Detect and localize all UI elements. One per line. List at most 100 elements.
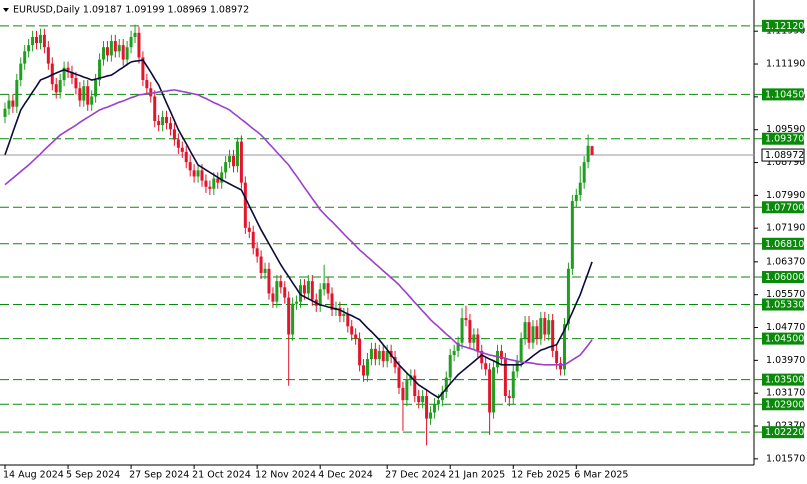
- candle-body: [551, 320, 555, 351]
- candle-body: [460, 318, 464, 343]
- candle-body: [425, 396, 429, 419]
- candle-body: [488, 369, 492, 413]
- candle-body: [523, 322, 527, 339]
- level-label: 1.12120: [765, 21, 804, 32]
- candle-body: [220, 172, 224, 183]
- candle-body: [472, 334, 476, 343]
- candle-body: [531, 326, 535, 343]
- candle-body: [283, 287, 287, 298]
- candle-body: [535, 326, 539, 339]
- candle-body: [586, 145, 590, 163]
- candle-body: [492, 367, 496, 413]
- candle-body: [310, 281, 314, 300]
- candle-body: [515, 361, 519, 372]
- candle-body: [141, 57, 145, 81]
- candle-body: [590, 146, 594, 156]
- level-label: 1.03500: [765, 375, 804, 386]
- candle-body: [440, 391, 444, 401]
- candle-body: [338, 307, 342, 317]
- candle-body: [192, 170, 196, 177]
- candle-body: [405, 379, 409, 401]
- candle-body: [397, 367, 401, 388]
- x-tick-label: 4 Dec 2024: [318, 470, 373, 481]
- candle-body: [137, 32, 141, 58]
- candle-body: [7, 100, 11, 109]
- level-label-box: [762, 201, 804, 214]
- level-label-box: [762, 88, 804, 101]
- level-label: 1.04500: [765, 334, 804, 345]
- candle-body: [559, 363, 563, 370]
- y-tick-label: 1.04770: [766, 322, 805, 333]
- candle-body: [31, 36, 35, 46]
- candle-body: [62, 67, 66, 81]
- candle-body: [574, 194, 578, 202]
- candle-body: [566, 268, 570, 325]
- candle-body: [302, 285, 306, 294]
- candle-body: [326, 283, 330, 294]
- x-tick-label: 27 Sep 2024: [129, 470, 189, 481]
- level-label-box: [762, 298, 804, 311]
- candle-body: [35, 36, 39, 44]
- candle-body: [46, 47, 50, 64]
- x-tick-label: 27 Dec 2024: [385, 470, 446, 481]
- candle-body: [98, 59, 102, 81]
- candle-body: [267, 268, 271, 294]
- candle-body: [365, 359, 369, 376]
- candle-body: [149, 88, 153, 97]
- candle-body: [401, 387, 405, 401]
- candle-body: [432, 404, 436, 413]
- candle-body: [19, 63, 23, 81]
- candle-body: [247, 227, 251, 232]
- candle-body: [358, 338, 362, 366]
- candle-body: [232, 155, 236, 167]
- candle-body: [562, 324, 566, 370]
- candle-body: [113, 41, 117, 52]
- candle-body: [23, 51, 27, 64]
- x-tick-label: 21 Oct 2024: [192, 470, 251, 481]
- candle-body: [295, 301, 299, 304]
- candle-body: [38, 34, 42, 44]
- candle-body: [102, 47, 105, 60]
- y-tick-label: 1.02370: [766, 421, 805, 432]
- x-tick-label: 5 Sep 2024: [66, 470, 120, 481]
- y-tick-label: 1.11190: [766, 59, 805, 70]
- candle-body: [421, 396, 425, 403]
- candle-body: [271, 293, 275, 302]
- moving-average: [4, 59, 593, 399]
- candle-body: [58, 80, 62, 93]
- candle-body: [436, 400, 440, 405]
- candle-body: [27, 45, 31, 52]
- candle-body: [543, 318, 547, 335]
- candle-body: [464, 318, 468, 321]
- candle-body: [468, 320, 472, 343]
- y-tick-label: 1.07190: [766, 223, 805, 234]
- candle-body: [330, 293, 334, 310]
- level-label: 1.05330: [765, 300, 804, 311]
- level-label: 1.02220: [765, 427, 804, 438]
- candle-body: [322, 283, 326, 290]
- candle-body: [90, 96, 94, 105]
- candle-body: [224, 162, 228, 173]
- candle-body: [417, 396, 421, 403]
- moving-average: [4, 89, 593, 366]
- candle-body: [70, 71, 74, 78]
- candle-body: [255, 248, 259, 257]
- candle-body: [263, 268, 267, 273]
- candle-body: [54, 84, 58, 93]
- candle-body: [354, 334, 358, 339]
- level-label: 1.06810: [765, 239, 804, 250]
- level-label: 1.02900: [765, 399, 804, 410]
- candle-body: [3, 108, 7, 117]
- level-label-box: [762, 332, 804, 345]
- candle-body: [176, 139, 180, 148]
- candle-body: [499, 350, 503, 360]
- candle-body: [208, 186, 212, 189]
- candle-body: [66, 67, 70, 72]
- candle-body: [153, 96, 157, 122]
- menu-icon[interactable]: [3, 8, 9, 12]
- y-tick-label: 1.06370: [766, 256, 805, 267]
- level-label: 1.09370: [765, 134, 804, 145]
- candle-body: [165, 116, 169, 124]
